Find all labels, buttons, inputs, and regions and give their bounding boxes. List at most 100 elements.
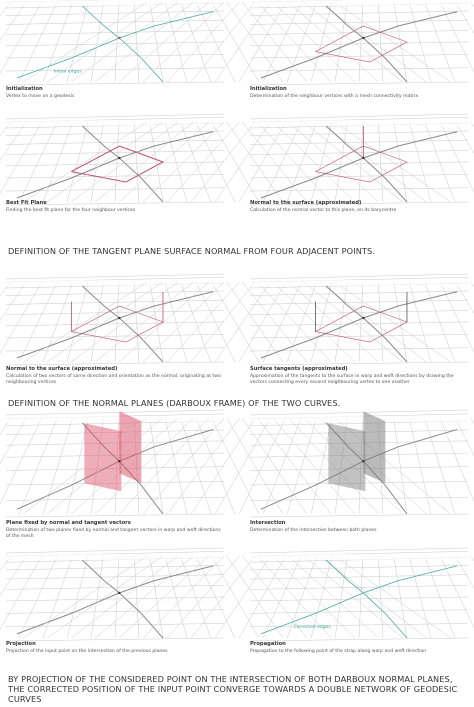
panel-description: Propagation to the following point of th… — [250, 649, 427, 654]
vertex — [118, 316, 121, 320]
grid-line — [42, 281, 73, 363]
grid-line — [66, 281, 89, 363]
vertex — [118, 591, 121, 595]
grid-line — [5, 565, 225, 571]
grid-line — [249, 565, 469, 571]
grid-line — [143, 1, 225, 83]
grid-line — [95, 417, 194, 515]
panel-description: Calculation of two vectors of same direc… — [6, 374, 221, 385]
grid-line — [249, 321, 469, 327]
grid-line — [226, 281, 284, 363]
grid-line — [249, 41, 469, 47]
grid-line — [249, 481, 469, 486]
normal-plane — [84, 423, 122, 492]
grid-line — [211, 121, 260, 203]
mesh-edge — [260, 131, 458, 199]
grid-line — [272, 281, 355, 363]
vertex — [362, 460, 365, 463]
grid-line — [378, 555, 384, 639]
grid-line — [334, 555, 348, 639]
mesh-edge — [326, 559, 408, 639]
grid-line — [5, 187, 225, 192]
grid-line — [195, 417, 236, 515]
grid-line — [226, 1, 284, 83]
grid-line — [5, 429, 225, 435]
grid-line — [142, 417, 225, 515]
panel-description: Vertex to move on a geodesic — [6, 94, 75, 99]
grid-line — [358, 555, 364, 639]
panel-title: Intersection — [250, 520, 286, 526]
grid-line — [5, 452, 225, 458]
grid-line — [286, 1, 317, 83]
grid-line — [249, 67, 469, 72]
grid-line — [393, 281, 408, 363]
grid-line — [238, 121, 287, 203]
grid-line — [5, 547, 225, 554]
grid-line — [249, 81, 469, 86]
grid-line — [408, 121, 432, 203]
grid-line — [455, 555, 474, 589]
grid-line — [164, 417, 188, 515]
grid-line — [5, 41, 225, 47]
grid-line — [71, 417, 179, 515]
grid-line — [5, 596, 225, 602]
grid-line — [5, 54, 225, 59]
normal-plane — [328, 423, 366, 492]
fade — [4, 120, 226, 126]
grid-line — [0, 1, 43, 75]
grid-line — [95, 121, 194, 203]
grid-line — [286, 121, 317, 203]
grid-line — [195, 1, 236, 83]
grid-line — [358, 121, 364, 203]
grid-line — [5, 409, 225, 416]
grid-line — [195, 555, 236, 639]
grid-line — [393, 555, 408, 639]
grid-line — [0, 1, 12, 17]
grid-line — [134, 1, 140, 83]
grid-line — [249, 496, 469, 501]
grid-line — [249, 187, 469, 192]
grid-line — [393, 121, 408, 203]
grid-line — [166, 417, 240, 515]
grid-line — [5, 574, 225, 580]
grid-line — [211, 1, 260, 83]
grid-line — [166, 281, 240, 363]
grid-line — [5, 609, 225, 614]
grid-line — [5, 273, 225, 280]
grid-line — [95, 281, 194, 363]
grid-line — [249, 113, 469, 120]
grid-line — [310, 555, 333, 639]
grid-line — [119, 555, 209, 639]
grid-line — [66, 1, 89, 83]
grid-line — [42, 121, 73, 203]
fade — [248, 0, 470, 6]
panel-title: Plane fixed by normal and tangent vector… — [6, 520, 131, 526]
grid-line — [42, 555, 73, 639]
grid-line — [262, 281, 302, 363]
grid-line — [0, 1, 27, 41]
grid-line — [272, 555, 355, 639]
grid-line — [249, 596, 469, 602]
section-heading: DEFINITION OF THE NORMAL PLANES (DARBOUX… — [8, 398, 341, 408]
grid-line — [249, 161, 469, 167]
grid-line — [180, 1, 212, 83]
grid-line — [5, 139, 225, 145]
panel-description: Calculation of the normal vector to this… — [250, 208, 397, 213]
grid-line — [166, 121, 240, 203]
grid-line — [0, 281, 43, 355]
grid-line — [358, 1, 364, 83]
grid-line — [5, 130, 225, 136]
grid-line — [238, 1, 287, 83]
grid-line — [5, 299, 225, 305]
grid-line — [262, 1, 302, 83]
grid-line — [5, 113, 225, 120]
grid-line — [5, 321, 225, 327]
grid-line — [214, 555, 271, 639]
grid-line — [23, 417, 148, 515]
fade — [4, 554, 226, 560]
grid-line — [5, 481, 225, 486]
grid-line — [238, 555, 287, 639]
grid-line — [334, 417, 348, 515]
panel-title: Surface tangents (approximated) — [250, 366, 348, 372]
grid-line — [334, 121, 451, 203]
